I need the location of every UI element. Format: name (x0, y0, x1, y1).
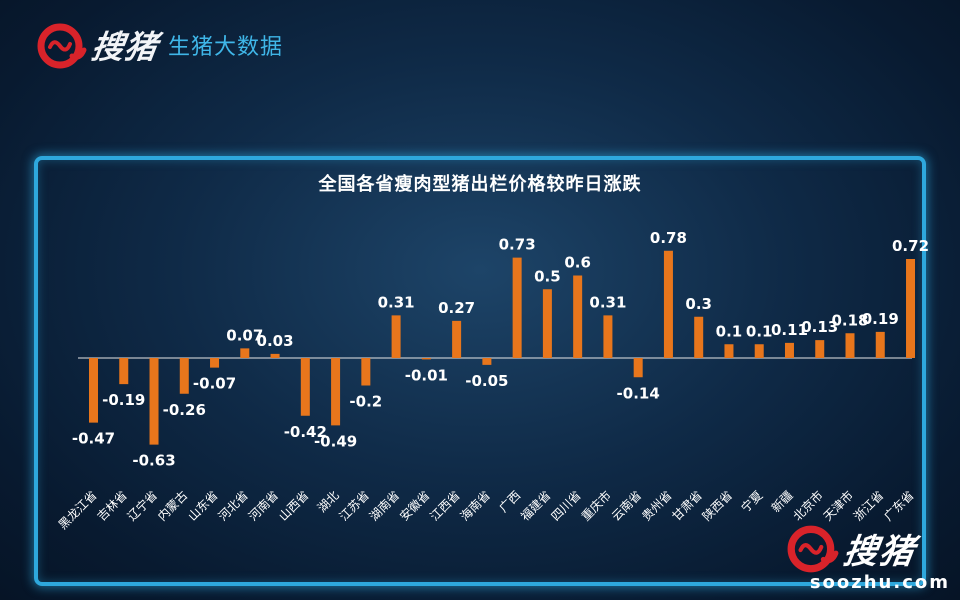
data-label: -0.2 (349, 393, 382, 411)
bar (300, 358, 310, 416)
category-tick-label: 四川省 (548, 488, 583, 523)
category-tick-label: 海南省 (457, 488, 493, 524)
category-tick-label: 江苏省 (337, 488, 372, 523)
bar (240, 348, 250, 358)
bar (391, 315, 401, 358)
data-label: 0.07 (226, 326, 263, 344)
category-tick-label: 安徽省 (396, 488, 432, 524)
bar (149, 358, 159, 445)
bar (573, 275, 583, 358)
category-tick-label: 贵州省 (639, 488, 674, 523)
data-label: -0.01 (405, 366, 448, 384)
data-label: -0.07 (193, 375, 236, 393)
data-label: 0.19 (862, 310, 899, 328)
chart-frame (34, 156, 926, 586)
data-label: 0.31 (378, 293, 415, 311)
data-label: 0.03 (257, 332, 294, 350)
data-label: 0.11 (771, 321, 808, 339)
bar (724, 344, 734, 358)
category-tick-label: 甘肃省 (669, 488, 704, 523)
bar (633, 358, 643, 378)
data-label: 0.27 (438, 299, 475, 317)
category-tick-label: 山东省 (185, 488, 220, 523)
bar (542, 289, 552, 358)
category-tick-label: 吉林省 (95, 488, 130, 523)
category-tick-label: 辽宁省 (124, 488, 160, 524)
bar (694, 316, 704, 358)
category-tick-label: 内蒙古 (154, 488, 190, 524)
brand-header: 搜猪 生猪大数据 (36, 20, 283, 70)
bar (784, 342, 794, 358)
category-tick-label: 黑龙江省 (56, 488, 100, 532)
data-label: 0.5 (534, 267, 561, 285)
data-label: 0.72 (892, 237, 929, 255)
data-label: 0.13 (801, 318, 838, 336)
category-tick-label: 河北省 (216, 488, 251, 523)
bar (512, 257, 522, 358)
bar (331, 358, 341, 426)
category-tick-label: 山西省 (276, 488, 311, 523)
category-tick-label: 云南省 (608, 488, 644, 524)
data-label: -0.26 (163, 401, 206, 419)
bar (845, 333, 855, 358)
data-label: -0.05 (465, 372, 508, 390)
bar (210, 358, 220, 368)
category-tick-label: 福建省 (517, 488, 553, 524)
category-tick-label: 陕西省 (699, 488, 735, 524)
category-tick-label: 广西 (496, 488, 523, 515)
bar (754, 344, 764, 358)
brand-subtitle: 生猪大数据 (168, 35, 284, 60)
bar (815, 340, 825, 358)
watermark-url: soozhu.com (809, 572, 950, 593)
category-tick-label: 河南省 (245, 488, 281, 524)
data-label: 0.78 (650, 229, 687, 247)
bar (361, 358, 371, 386)
bar (179, 358, 189, 394)
data-label: 0.18 (831, 311, 868, 329)
pig-logo-icon (787, 525, 839, 573)
watermark: 搜猪 soozhu.com (786, 518, 956, 598)
bar (603, 315, 613, 358)
category-tick-label: 湖南省 (366, 488, 402, 524)
watermark-name: 搜猪 (840, 532, 919, 572)
bar (875, 331, 885, 358)
category-tick-label: 湖北 (314, 488, 342, 516)
category-tick-label: 江西省 (427, 488, 462, 523)
bar (482, 358, 492, 365)
pig-logo-icon (37, 23, 87, 69)
data-label: -0.47 (72, 430, 115, 448)
data-label: 0.31 (589, 293, 626, 311)
data-label: 0.6 (564, 254, 591, 272)
data-label: -0.63 (132, 452, 175, 470)
data-label: 0.1 (746, 322, 773, 340)
bar (119, 358, 129, 385)
bar (452, 320, 462, 358)
data-label: -0.49 (314, 432, 357, 450)
data-label: 0.73 (499, 236, 536, 254)
chart-title: 全国各省瘦肉型猪出栏价格较昨日涨跌 (318, 174, 642, 195)
bar (906, 259, 916, 358)
data-label: -0.19 (102, 391, 145, 409)
bar (89, 358, 98, 423)
bar (270, 353, 280, 358)
category-tick-label: 宁夏 (738, 488, 766, 516)
category-tick-label: 新疆 (768, 488, 796, 516)
category-tick-label: 重庆市 (578, 488, 614, 524)
bar (663, 250, 673, 358)
data-label: -0.14 (617, 384, 660, 402)
bar (421, 358, 431, 360)
data-label: 0.1 (716, 322, 743, 340)
data-label: 0.3 (685, 295, 712, 313)
data-label: -0.42 (284, 423, 327, 441)
